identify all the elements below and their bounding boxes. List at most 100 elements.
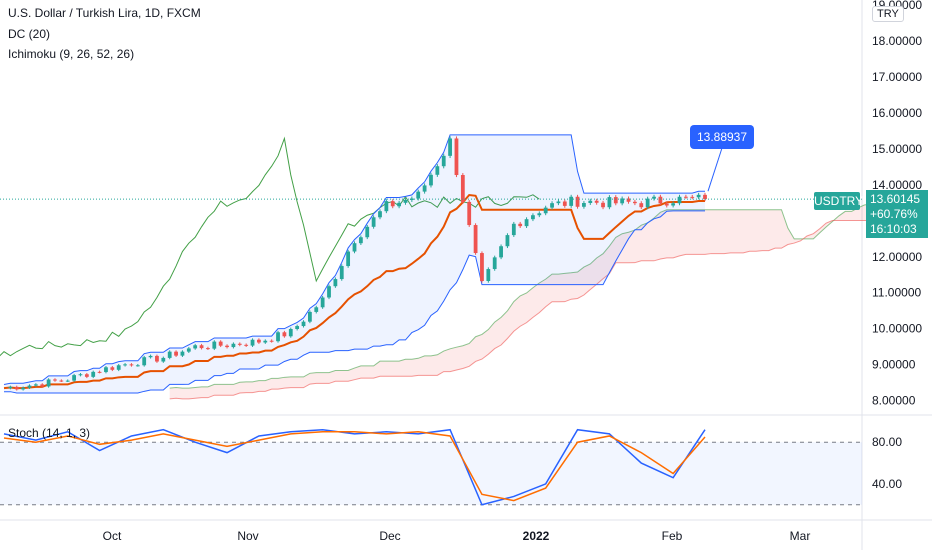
candle-body xyxy=(282,332,287,337)
candle-body xyxy=(639,203,644,208)
time-tick-label: Nov xyxy=(237,529,258,543)
candle-body xyxy=(307,311,312,322)
candle-body xyxy=(339,266,344,280)
candle-body xyxy=(180,351,185,356)
candle-body xyxy=(53,379,57,381)
candle-body xyxy=(460,175,465,202)
candle-body xyxy=(352,243,357,252)
candle-body xyxy=(193,345,198,349)
price-tick-label: 9.00000 xyxy=(872,358,916,372)
ichimoku-span-b xyxy=(169,220,871,400)
dc-lower xyxy=(4,210,705,394)
candle-body xyxy=(91,371,96,377)
candle-body xyxy=(167,351,172,358)
candle-body xyxy=(244,344,249,346)
candle-body xyxy=(429,174,433,186)
candle-body xyxy=(123,364,127,366)
currency-badge[interactable]: TRY xyxy=(872,6,904,22)
candle-body xyxy=(480,253,484,281)
candle-body xyxy=(206,348,210,350)
candle-body xyxy=(378,211,382,218)
candle-body xyxy=(403,199,408,203)
candle-body xyxy=(652,196,656,199)
candle-body xyxy=(531,215,535,220)
dc-fill xyxy=(4,134,705,393)
candle-body xyxy=(250,339,255,346)
candle-body xyxy=(142,357,147,366)
candle-body xyxy=(21,387,26,390)
candle-body xyxy=(333,279,338,287)
candle-body xyxy=(218,341,223,346)
candle-body xyxy=(148,355,153,358)
candle-body xyxy=(257,339,261,343)
candle-body xyxy=(505,235,510,247)
candle-body xyxy=(97,371,102,373)
candle-body xyxy=(664,203,669,206)
candle-body xyxy=(84,374,89,377)
donchian-channel xyxy=(3,134,705,394)
candle-body xyxy=(161,357,166,362)
symbol-tag: USDTRY xyxy=(814,192,864,210)
candle-body xyxy=(473,225,478,254)
ichimoku-span-a xyxy=(169,203,871,389)
change-percent: +60.76% xyxy=(870,207,918,221)
candle-body xyxy=(174,351,178,356)
candle-body xyxy=(550,203,554,208)
candle-body xyxy=(72,375,76,381)
candle-body xyxy=(613,197,618,204)
last-price-tag: 13.60145 +60.76% 16:10:03 xyxy=(866,190,928,238)
candle-body xyxy=(237,343,242,345)
candle-body xyxy=(276,332,280,342)
price-tick-label: 16.00000 xyxy=(872,106,922,120)
candle-body xyxy=(499,246,503,258)
ichimoku-lagging-span xyxy=(0,136,540,357)
stoch-legend: Stoch (14, 1, 3) xyxy=(8,426,91,440)
candle-body xyxy=(467,201,472,226)
price-tick-label: 8.00000 xyxy=(872,394,916,408)
candle-body xyxy=(231,343,236,348)
time-tick-label: Mar xyxy=(790,529,811,543)
candle-body xyxy=(620,198,625,204)
candle-body xyxy=(155,355,159,362)
candle-body xyxy=(683,196,688,198)
candle-body xyxy=(575,196,580,207)
time-axis: Oct Nov Dec 2022 Feb Mar xyxy=(103,529,811,543)
candle-body xyxy=(690,196,695,198)
candle-body xyxy=(397,202,402,207)
candle-body xyxy=(626,198,631,202)
stoch-band-fill xyxy=(0,442,862,505)
stoch-pane xyxy=(0,428,862,506)
candles xyxy=(8,136,707,391)
callout-leader xyxy=(707,147,723,192)
candle-body xyxy=(135,365,140,367)
candle-body xyxy=(390,201,395,207)
candle-body xyxy=(8,386,13,389)
candle-body xyxy=(225,345,229,348)
candle-body xyxy=(327,286,331,298)
candle-body xyxy=(129,364,134,366)
stoch-tick-label: 80.00 xyxy=(872,435,902,449)
candle-body xyxy=(448,138,452,156)
candle-body xyxy=(543,207,548,214)
candle-body xyxy=(556,201,561,204)
candle-body xyxy=(582,203,586,207)
candle-body xyxy=(658,196,663,204)
candle-body xyxy=(594,200,599,203)
candle-body xyxy=(46,379,51,387)
candle-body xyxy=(518,223,523,227)
ichimoku-cloud xyxy=(0,136,871,400)
candle-body xyxy=(441,155,446,167)
price-tick-label: 18.00000 xyxy=(872,34,922,48)
candle-body xyxy=(314,307,319,312)
candle-body xyxy=(511,223,516,236)
dc-upper xyxy=(3,134,705,385)
price-tick-label: 17.00000 xyxy=(872,70,922,84)
chart-title: U.S. Dollar / Turkish Lira, 1D, FXCM xyxy=(8,6,201,20)
time-tick-label: Dec xyxy=(379,529,400,543)
candle-body xyxy=(486,269,491,281)
candle-body xyxy=(263,340,268,343)
price-callout[interactable]: 13.88937 xyxy=(690,125,754,149)
candle-body xyxy=(358,237,363,244)
